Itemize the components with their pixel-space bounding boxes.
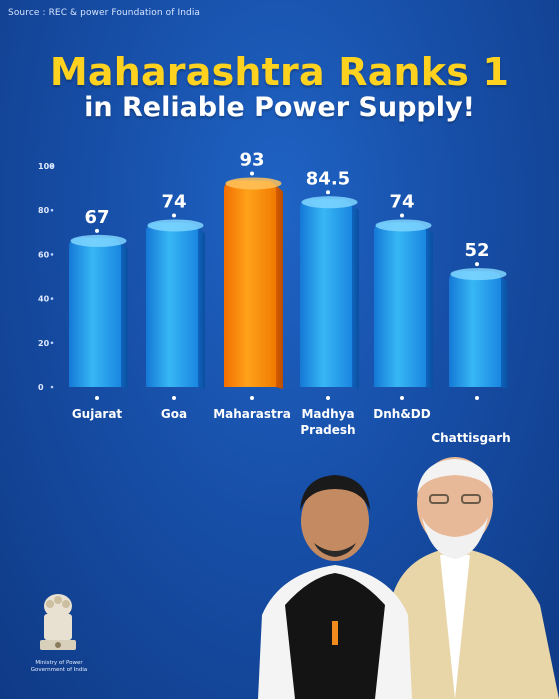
leaders-photo: [258, 457, 559, 699]
category-dot: [326, 396, 330, 400]
y-tick-dot: [50, 164, 54, 168]
category-dot: [250, 396, 254, 400]
value-label: 84.5: [306, 168, 350, 189]
category-dot: [400, 396, 404, 400]
y-tick-dot: [50, 341, 54, 345]
category-dot: [172, 396, 176, 400]
y-tick-label-40: 40: [38, 295, 50, 304]
bar-dnh-dd: [374, 219, 433, 389]
y-tick-label-80: 80: [38, 206, 50, 215]
category-label: Pradesh: [300, 423, 355, 437]
emblem-caption: Ministry of Power Government of India: [30, 660, 88, 673]
bar-maharastra: [224, 177, 283, 389]
headline-subtitle: in Reliable Power Supply!: [84, 92, 475, 123]
value-label: 74: [389, 191, 414, 212]
bar-madhya-pradesh: [300, 196, 359, 389]
person-left-figure: [258, 475, 412, 699]
y-tick-label-100: 100: [38, 162, 55, 171]
value-dot: [326, 190, 330, 195]
category-label: Dnh&DD: [373, 407, 430, 421]
value-label: 93: [239, 149, 264, 170]
category-label: Gujarat: [72, 407, 123, 421]
value-dot: [475, 262, 479, 267]
value-label: 67: [84, 207, 109, 228]
value-dot: [400, 213, 404, 218]
bar-chattisgarh: [449, 268, 508, 389]
category-dot: [475, 396, 479, 400]
value-dot: [95, 228, 99, 233]
y-tick-dot: [50, 253, 54, 256]
category-label: Maharastra: [213, 407, 291, 421]
y-tick-label-20: 20: [38, 339, 50, 348]
headline-title: Maharashtra Ranks 1: [49, 50, 510, 94]
bar-gujarat: [69, 234, 128, 389]
value-dot: [250, 171, 254, 176]
category-label: Chattisgarh: [431, 431, 510, 445]
y-tick-dot: [50, 385, 54, 389]
emblem-icon: [40, 594, 76, 650]
value-label: 52: [464, 240, 489, 261]
y-tick-label-0: 0: [38, 383, 44, 392]
y-tick-dot: [50, 208, 54, 212]
category-label: Goa: [161, 407, 187, 421]
y-tick-label-60: 60: [38, 250, 50, 259]
source-note: Source : REC & power Foundation of India: [8, 8, 201, 18]
value-dot: [172, 213, 176, 218]
person-right-figure: [390, 457, 559, 699]
value-label: 74: [161, 191, 186, 212]
y-tick-dot: [50, 297, 54, 300]
category-dot: [95, 396, 99, 400]
category-label: Madhya: [301, 407, 354, 421]
bar-goa: [146, 219, 205, 389]
